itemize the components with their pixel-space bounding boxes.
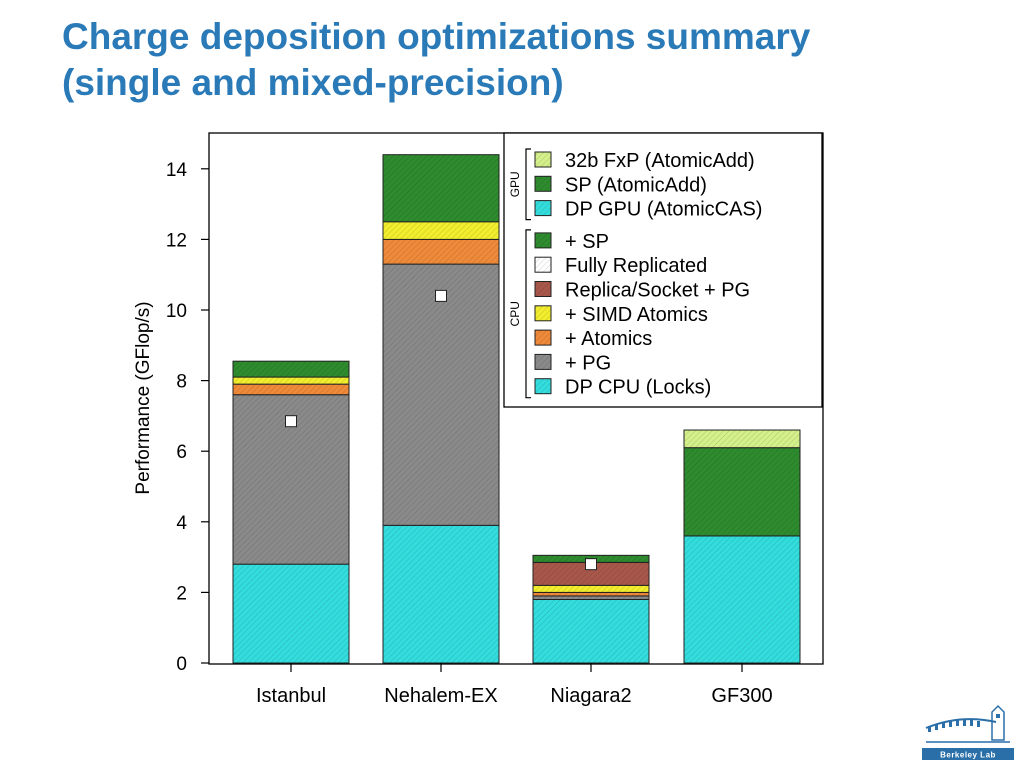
legend-label-replica-socket-pg: Replica/Socket + PG xyxy=(565,280,750,302)
y-tick-label: 8 xyxy=(176,372,187,393)
bar-segment-hatch xyxy=(383,154,499,222)
bar-segment-hatch xyxy=(533,562,649,586)
bar-segment-hatch xyxy=(383,264,499,526)
fully-replicated-marker xyxy=(435,289,447,302)
y-axis-title: Performance (GFlop/s) xyxy=(133,301,154,494)
y-tick-label: 4 xyxy=(176,513,187,534)
y-tick-label: 6 xyxy=(176,442,187,463)
bar-gf300 xyxy=(683,429,801,664)
y-axis: 0 2 4 6 8 10 12 14 xyxy=(166,160,209,675)
legend-swatch-hatch xyxy=(535,152,551,167)
x-tick-label-niagara2: Niagara2 xyxy=(550,685,631,707)
bar-segment-hatch xyxy=(383,525,499,663)
y-tick-label: 0 xyxy=(176,654,187,675)
y-tick-label: 2 xyxy=(176,583,187,604)
bar-segment-hatch xyxy=(233,384,349,395)
legend-label-dp-gpu-atomiccas: DP GPU (AtomicCAS) xyxy=(565,199,762,221)
bar-istanbul xyxy=(232,360,350,664)
legend-swatch-hatch xyxy=(535,176,551,192)
legend-label-dp-cpu-locks: DP CPU (Locks) xyxy=(565,377,711,399)
legend: 32b FxP (AtomicAdd)SP (AtomicAdd) DP GPU … xyxy=(503,132,823,408)
bar-segment-hatch xyxy=(383,221,499,240)
legend-group-label-gpu: GPU xyxy=(508,171,522,197)
bar-segment-hatch xyxy=(533,592,649,596)
legend-label-atomics: + Atomics xyxy=(565,328,652,350)
x-tick-label-istanbul: Istanbul xyxy=(256,685,326,707)
bars-layer xyxy=(232,154,801,664)
bar-segment-hatch xyxy=(383,239,499,265)
legend-box xyxy=(503,132,823,408)
x-axis-labels: Istanbul Nehalem-EX Niagara2 GF300 xyxy=(256,663,773,707)
bar-segment-hatch xyxy=(233,377,349,385)
legend-swatch-hatch xyxy=(535,281,551,297)
legend-label-pg: + PG xyxy=(565,352,611,374)
bar-niagara2 xyxy=(532,554,650,664)
y-tick-label: 12 xyxy=(166,230,187,251)
legend-swatch-hatch xyxy=(535,305,551,321)
bar-segment-hatch xyxy=(533,595,649,600)
logo-text: Berkeley Lab xyxy=(940,751,996,760)
legend-label-sp-atomicadd: SP (AtomicAdd) xyxy=(565,174,707,196)
x-tick-label-nehalem-ex: Nehalem-EX xyxy=(384,685,497,707)
bar-segment-hatch xyxy=(684,430,800,448)
legend-label-32b-fxp-atomicadd: 32b FxP (AtomicAdd) xyxy=(565,150,755,172)
title-line-1: Charge deposition optimizations summary xyxy=(62,16,811,57)
legend-swatch-hatch xyxy=(535,330,551,346)
x-tick-label-gf300: GF300 xyxy=(711,685,772,707)
legend-swatch-hatch xyxy=(535,354,551,370)
fully-replicated-marker xyxy=(285,415,297,428)
y-tick-label: 10 xyxy=(166,301,187,322)
bar-nehalem-ex xyxy=(382,154,500,664)
legend-swatch-hatch xyxy=(535,200,551,216)
legend-swatch-hatch xyxy=(535,378,551,394)
bar-segment-hatch xyxy=(533,585,649,593)
bar-segment-hatch xyxy=(684,447,800,536)
legend-group-bracket xyxy=(525,229,531,399)
bar-segment-hatch xyxy=(533,599,649,663)
berkeley-lab-logo: Berkeley Lab xyxy=(922,704,1014,760)
bar-segment-hatch xyxy=(233,564,349,663)
legend-group-bracket xyxy=(525,148,531,221)
title-line-2: (single and mixed-precision) xyxy=(62,62,564,103)
legend-label-simd-atomics: + SIMD Atomics xyxy=(565,304,708,326)
bar-segment-hatch xyxy=(233,361,349,378)
slide-title: Charge deposition optimizations summary … xyxy=(62,14,962,106)
y-tick-label: 14 xyxy=(166,160,188,181)
legend-swatch-hatch xyxy=(535,257,551,273)
legend-label-sp: + SP xyxy=(565,231,609,253)
legend-group-label-cpu: CPU xyxy=(508,301,522,326)
fully-replicated-marker xyxy=(585,558,597,571)
legend-label-fully-replicated: Fully Replicated xyxy=(565,255,707,277)
bar-segment-hatch xyxy=(684,535,800,663)
legend-swatch-hatch xyxy=(535,232,551,248)
